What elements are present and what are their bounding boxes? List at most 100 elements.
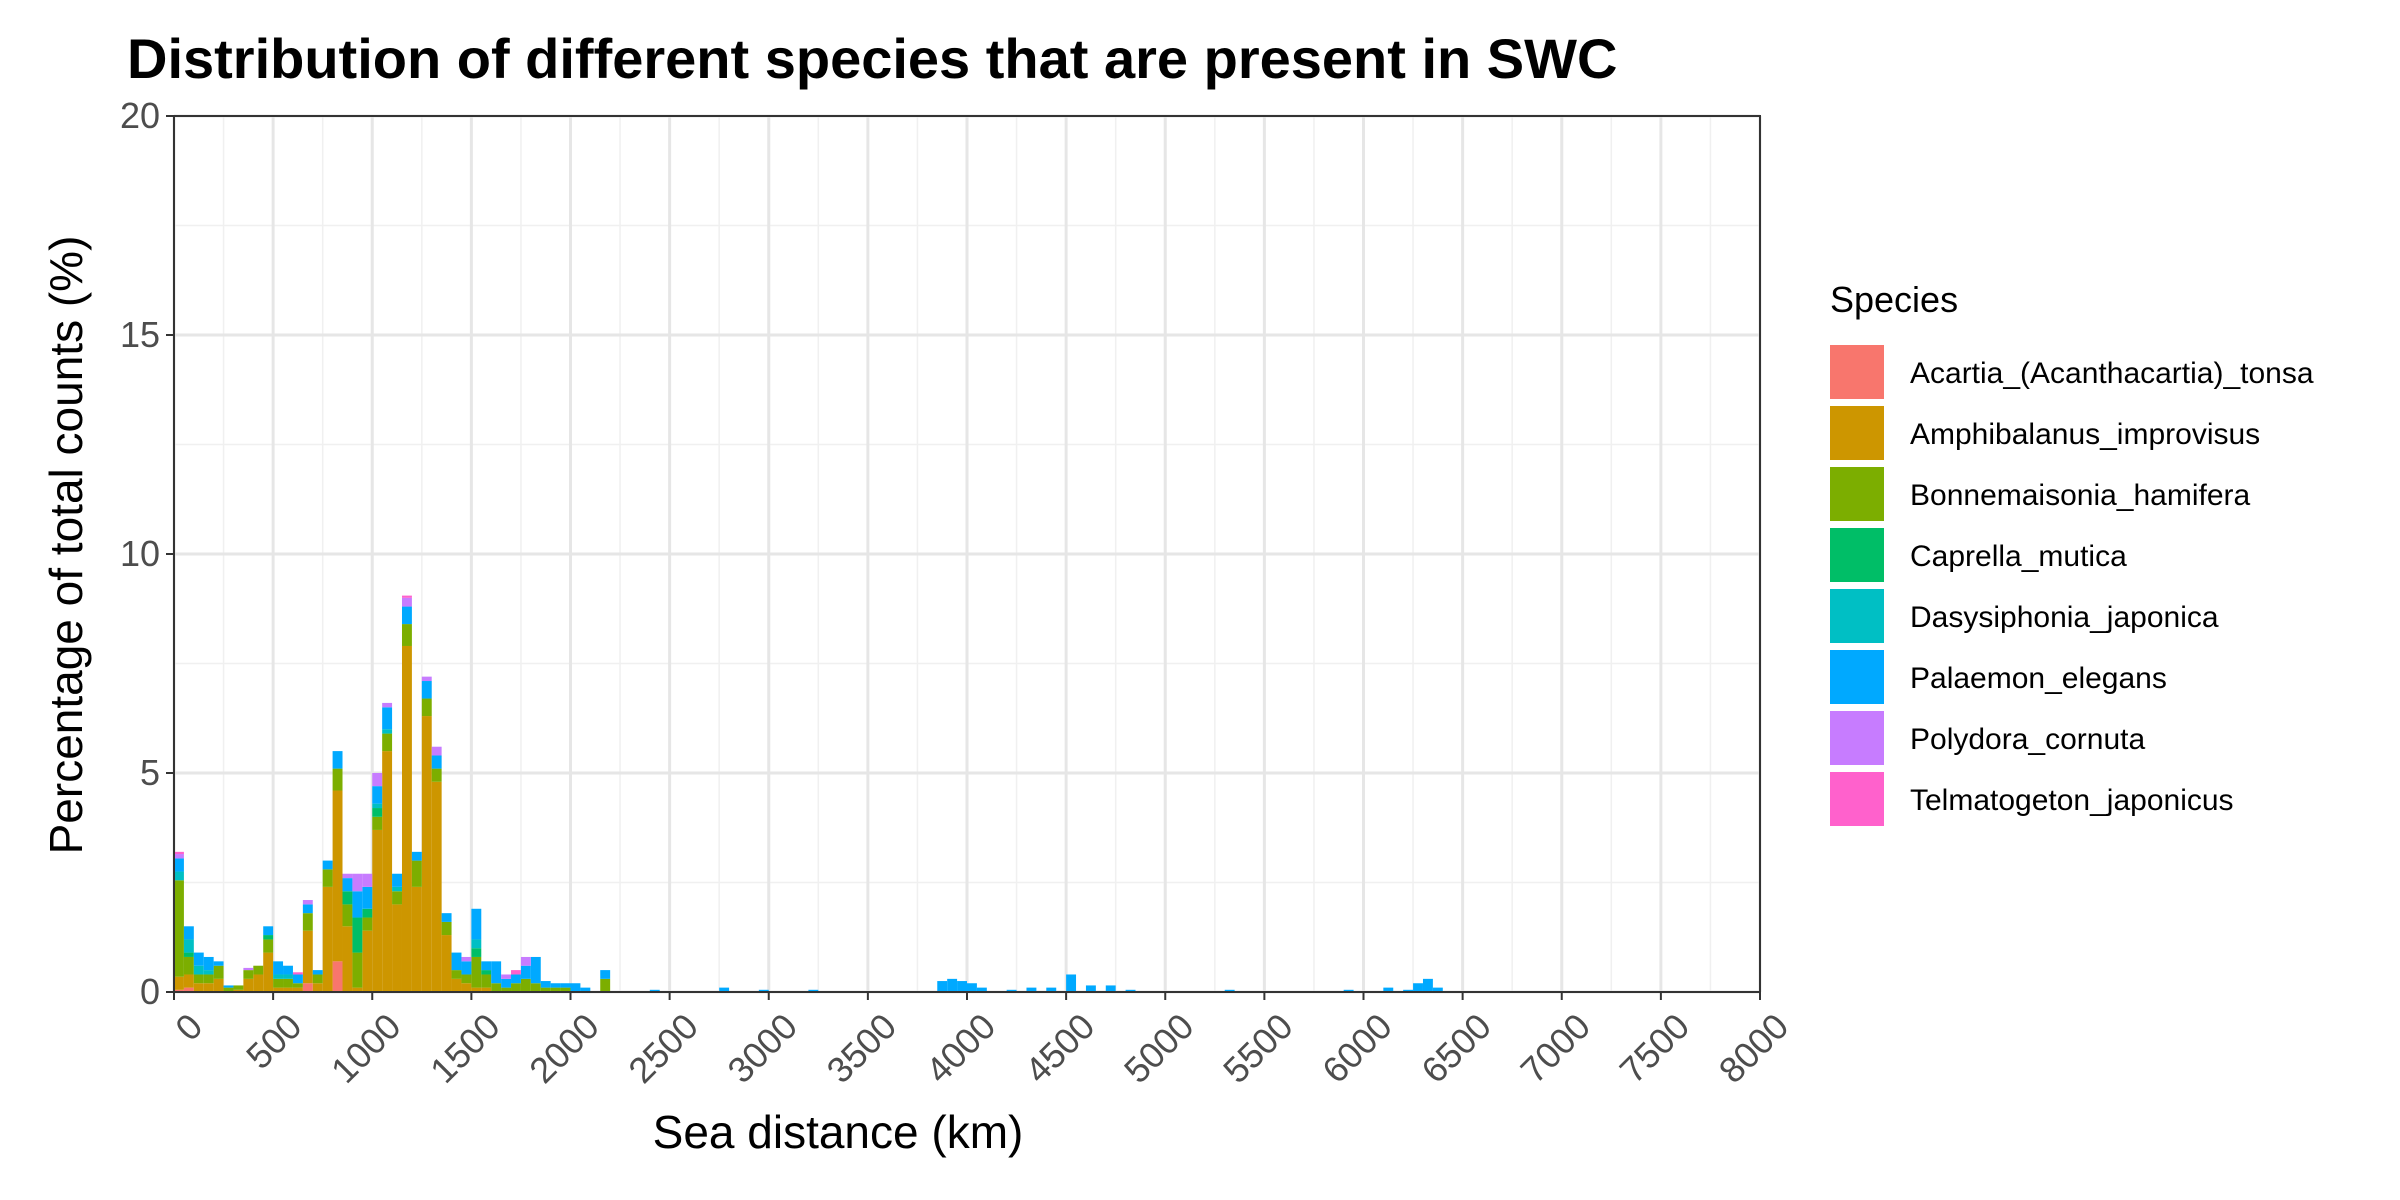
bar-segment <box>501 978 512 988</box>
bar-segment <box>421 681 432 699</box>
y-tick-label: 15 <box>120 314 160 355</box>
bar-segment <box>491 983 502 992</box>
bar-segment <box>401 645 412 992</box>
bar-segment <box>451 978 462 992</box>
bar-segment <box>481 970 492 975</box>
bar-segment <box>352 873 363 892</box>
bar-segment <box>183 939 194 953</box>
bar-segment <box>243 970 254 979</box>
bar-segment <box>401 624 412 646</box>
bar-segment <box>372 786 383 804</box>
bar-segment <box>372 808 383 817</box>
bar-segment <box>253 965 264 975</box>
bar-segment <box>1343 989 1354 992</box>
bar-segment <box>362 917 373 931</box>
bar-segment <box>174 976 184 990</box>
bar-segment <box>520 978 531 992</box>
bar-segment <box>451 952 462 971</box>
bar-segment <box>183 956 194 975</box>
y-axis: 0 5 10 15 20 <box>120 95 174 1012</box>
bar-segment <box>243 967 254 971</box>
bar-segment <box>649 989 660 992</box>
bar-segment <box>570 983 581 992</box>
bars-layer <box>174 595 1443 992</box>
bar-segment <box>183 974 194 988</box>
bar-segment <box>1125 989 1136 992</box>
bar-segment <box>719 987 730 992</box>
bar-segment <box>312 974 323 984</box>
bar-segment <box>382 751 393 992</box>
bar-segment <box>174 989 184 992</box>
bar-segment <box>283 978 293 988</box>
bar-segment <box>322 886 333 992</box>
bar-segment <box>302 900 313 905</box>
bar-segment <box>441 913 452 922</box>
bar-segment <box>203 974 214 984</box>
bar-segment <box>441 921 452 936</box>
bar-segment <box>292 987 303 992</box>
bar-segment <box>233 985 244 990</box>
bar-segment <box>342 878 353 892</box>
bar-segment <box>530 956 541 984</box>
bar-segment <box>382 702 393 708</box>
bar-segment <box>411 860 422 887</box>
bar-segment <box>560 987 571 992</box>
bar-segment <box>174 851 184 855</box>
bar-segment <box>223 987 234 992</box>
bar-segment <box>352 917 363 953</box>
bar-segment <box>332 768 343 791</box>
bar-segment <box>174 871 184 881</box>
legend-title: Species <box>1830 279 1958 320</box>
bar-segment <box>203 983 214 992</box>
y-tick-label: 20 <box>120 95 160 136</box>
bar-segment <box>213 965 224 979</box>
bar-segment <box>392 886 402 892</box>
bar-segment <box>947 978 958 992</box>
bar-segment <box>471 948 482 957</box>
legend-key <box>1830 528 1884 582</box>
bar-segment <box>937 981 948 992</box>
bar-segment <box>431 755 442 769</box>
bar-segment <box>421 716 432 992</box>
bar-segment <box>411 851 422 861</box>
legend-label: Polydora_cornuta <box>1910 723 2145 756</box>
bar-segment <box>401 606 412 625</box>
bar-segment <box>1413 983 1423 992</box>
bar-segment <box>471 908 482 940</box>
bar-segment <box>401 595 412 598</box>
bar-segment <box>292 972 303 975</box>
bar-segment <box>322 860 333 870</box>
legend-label: Amphibalanus_improvisus <box>1910 418 2260 451</box>
bar-segment <box>421 676 432 682</box>
bar-segment <box>193 965 204 975</box>
bar-segment <box>461 961 472 975</box>
bar-segment <box>461 956 472 962</box>
legend: Species Acartia_(Acanthacartia)_tonsa Amp… <box>1830 279 2314 826</box>
bar-segment <box>283 965 293 975</box>
legend-label: Acartia_(Acanthacartia)_tonsa <box>1910 357 2314 390</box>
bar-segment <box>530 983 541 992</box>
bar-segment <box>372 773 383 787</box>
bar-segment <box>382 729 393 734</box>
bar-segment <box>431 768 442 782</box>
bar-segment <box>957 981 967 992</box>
legend-key <box>1830 406 1884 460</box>
bar-segment <box>372 829 383 992</box>
bar-segment <box>273 961 284 975</box>
bar-segment <box>392 891 402 905</box>
bar-segment <box>808 989 819 992</box>
bar-segment <box>511 970 521 975</box>
bar-segment <box>213 978 224 992</box>
bar-segment <box>223 985 234 988</box>
bar-segment <box>372 816 383 830</box>
bar-segment <box>332 961 343 992</box>
bar-segment <box>193 952 204 966</box>
legend-key <box>1830 345 1884 399</box>
x-axis-title: Sea distance (km) <box>653 1106 1024 1158</box>
bar-segment <box>362 908 373 918</box>
bar-segment <box>411 886 422 992</box>
bar-segment <box>471 956 482 988</box>
bar-segment <box>1383 987 1394 992</box>
bar-segment <box>580 987 591 992</box>
